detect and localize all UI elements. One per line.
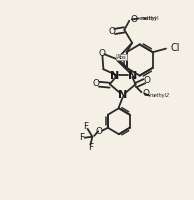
Text: F: F	[83, 122, 88, 131]
Text: O: O	[130, 15, 137, 24]
Text: Abs: Abs	[117, 55, 127, 60]
Text: methyl2: methyl2	[150, 93, 170, 98]
Text: N: N	[110, 71, 119, 81]
Text: N: N	[128, 71, 138, 81]
Text: methyl: methyl	[140, 16, 159, 21]
Text: O: O	[108, 27, 115, 36]
Text: methyl: methyl	[139, 16, 157, 21]
Text: F: F	[88, 143, 93, 152]
Text: O: O	[96, 127, 103, 136]
Text: O: O	[93, 79, 100, 88]
Text: O: O	[143, 89, 150, 98]
Text: Cl: Cl	[170, 43, 180, 53]
Text: F: F	[79, 133, 84, 142]
Text: O: O	[98, 49, 105, 58]
Text: N: N	[118, 90, 127, 100]
Text: O: O	[144, 76, 151, 85]
